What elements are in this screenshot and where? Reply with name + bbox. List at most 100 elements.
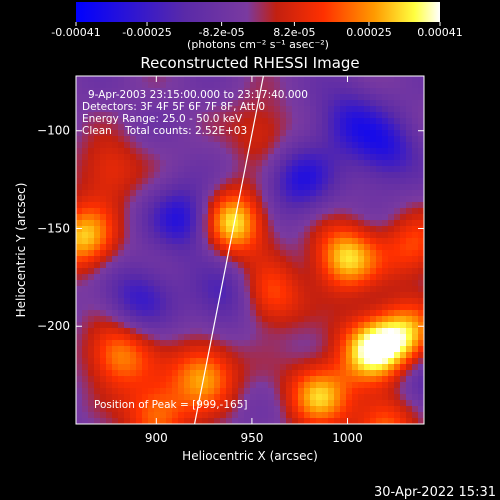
- heatmap-cell: [304, 400, 311, 407]
- heatmap-cell: [178, 298, 185, 305]
- heatmap-cell: [178, 196, 185, 203]
- heatmap-cell: [256, 100, 263, 107]
- heatmap-cell: [292, 334, 299, 341]
- heatmap-cell: [136, 316, 143, 323]
- heatmap-cell: [106, 136, 113, 143]
- heatmap-cell: [352, 268, 359, 275]
- heatmap-cell: [364, 112, 371, 119]
- heatmap-cell: [142, 400, 149, 407]
- heatmap-cell: [406, 184, 413, 191]
- heatmap-cell: [166, 184, 173, 191]
- heatmap-cell: [208, 82, 215, 89]
- heatmap-cell: [130, 148, 137, 155]
- heatmap-cell: [418, 148, 424, 155]
- heatmap-cell: [220, 400, 227, 407]
- heatmap-cell: [274, 76, 281, 83]
- heatmap-cell: [352, 298, 359, 305]
- heatmap-cell: [418, 226, 424, 233]
- heatmap-cell: [256, 322, 263, 329]
- heatmap-cell: [112, 406, 119, 413]
- heatmap-cell: [262, 172, 269, 179]
- heatmap-cell: [328, 154, 335, 161]
- heatmap-cell: [112, 298, 119, 305]
- heatmap-cell: [160, 394, 167, 401]
- heatmap-cell: [118, 142, 125, 149]
- heatmap-cell: [226, 208, 233, 215]
- heatmap-image: [76, 76, 424, 424]
- heatmap-cell: [166, 136, 173, 143]
- heatmap-cell: [358, 172, 365, 179]
- heatmap-cell: [292, 382, 299, 389]
- heatmap-cell: [268, 250, 275, 257]
- heatmap-cell: [400, 148, 407, 155]
- heatmap-cell: [412, 142, 419, 149]
- heatmap-cell: [94, 118, 101, 125]
- heatmap-cell: [388, 370, 395, 377]
- heatmap-cell: [190, 88, 197, 95]
- heatmap-cell: [190, 106, 197, 113]
- heatmap-cell: [178, 400, 185, 407]
- heatmap-cell: [226, 184, 233, 191]
- heatmap-cell: [346, 106, 353, 113]
- heatmap-cell: [370, 106, 377, 113]
- heatmap-cell: [160, 178, 167, 185]
- heatmap-cell: [322, 310, 329, 317]
- heatmap-cell: [232, 382, 239, 389]
- heatmap-cell: [76, 358, 83, 365]
- heatmap-cell: [388, 400, 395, 407]
- heatmap-cell: [316, 178, 323, 185]
- heatmap-cell: [142, 340, 149, 347]
- heatmap-cell: [232, 142, 239, 149]
- heatmap-cell: [316, 280, 323, 287]
- heatmap-cell: [226, 400, 233, 407]
- heatmap-cell: [88, 256, 95, 263]
- heatmap-cell: [316, 148, 323, 155]
- heatmap-cell: [316, 268, 323, 275]
- heatmap-cell: [226, 280, 233, 287]
- heatmap-cell: [376, 244, 383, 251]
- heatmap-cell: [232, 286, 239, 293]
- heatmap-cell: [130, 316, 137, 323]
- heatmap-cell: [274, 334, 281, 341]
- heatmap-cell: [94, 268, 101, 275]
- heatmap-cell: [244, 220, 251, 227]
- heatmap-cell: [268, 100, 275, 107]
- heatmap-cell: [82, 106, 89, 113]
- heatmap-cell: [148, 400, 155, 407]
- heatmap-cell: [274, 412, 281, 419]
- heatmap-cell: [400, 88, 407, 95]
- heatmap-cell: [196, 364, 203, 371]
- heatmap-cell: [196, 352, 203, 359]
- heatmap-cell: [136, 172, 143, 179]
- heatmap-cell: [214, 286, 221, 293]
- heatmap-cell: [94, 190, 101, 197]
- heatmap-cell: [244, 268, 251, 275]
- heatmap-cell: [106, 268, 113, 275]
- heatmap-cell: [88, 220, 95, 227]
- heatmap-cell: [400, 100, 407, 107]
- heatmap-cell: [364, 178, 371, 185]
- heatmap-cell: [238, 106, 245, 113]
- heatmap-cell: [136, 244, 143, 251]
- heatmap-cell: [382, 160, 389, 167]
- heatmap-cell: [316, 82, 323, 89]
- heatmap-cell: [304, 382, 311, 389]
- heatmap-cell: [388, 352, 395, 359]
- heatmap-cell: [190, 202, 197, 209]
- heatmap-cell: [400, 154, 407, 161]
- heatmap-cell: [226, 256, 233, 263]
- heatmap-cell: [88, 322, 95, 329]
- heatmap-cell: [238, 364, 245, 371]
- heatmap-cell: [178, 376, 185, 383]
- heatmap-cell: [232, 232, 239, 239]
- heatmap-cell: [316, 340, 323, 347]
- heatmap-cell: [406, 334, 413, 341]
- heatmap-cell: [394, 244, 401, 251]
- heatmap-cell: [262, 322, 269, 329]
- heatmap-cell: [154, 148, 161, 155]
- heatmap-cell: [340, 298, 347, 305]
- heatmap-cell: [196, 328, 203, 335]
- heatmap-cell: [310, 358, 317, 365]
- heatmap-cell: [160, 280, 167, 287]
- heatmap-cell: [412, 334, 419, 341]
